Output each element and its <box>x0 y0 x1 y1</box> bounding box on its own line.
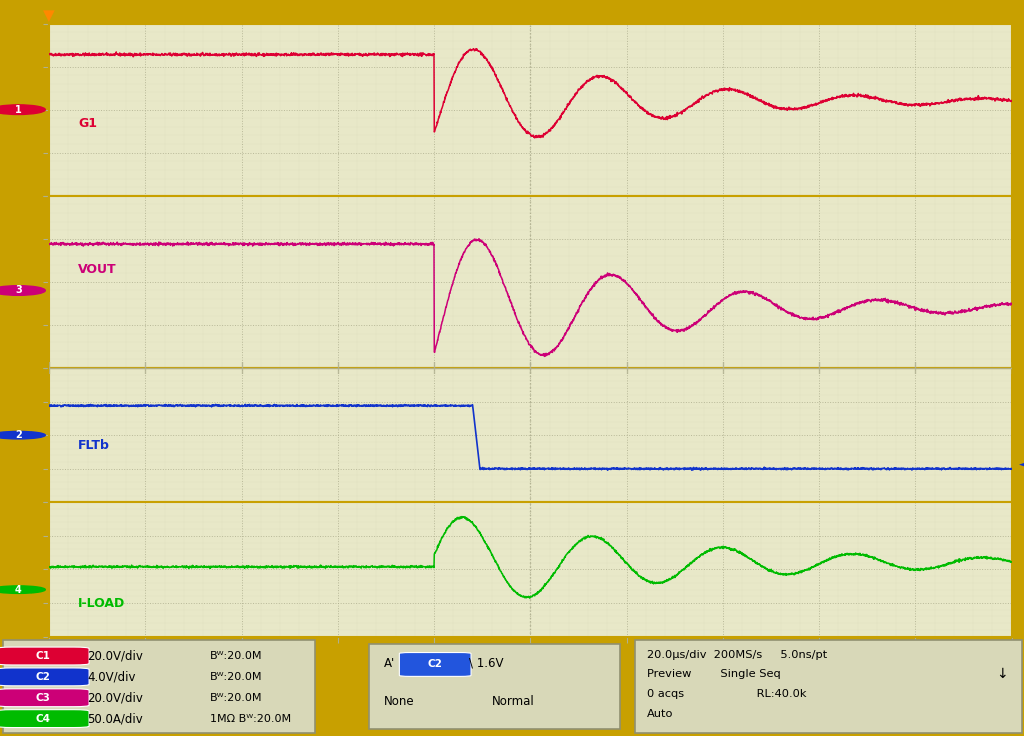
Circle shape <box>0 105 45 115</box>
Text: ↓: ↓ <box>995 668 1008 682</box>
Text: 20.0V/div: 20.0V/div <box>87 649 143 662</box>
Text: None: None <box>384 695 415 708</box>
Text: 0 acqs                    RL:40.0k: 0 acqs RL:40.0k <box>647 690 807 699</box>
FancyBboxPatch shape <box>0 710 89 728</box>
Text: ▼: ▼ <box>43 9 55 24</box>
Text: FLTb: FLTb <box>78 439 110 453</box>
Text: Bᵂ:20.0M: Bᵂ:20.0M <box>210 651 262 661</box>
Text: Bᵂ:20.0M: Bᵂ:20.0M <box>210 672 262 682</box>
Text: A': A' <box>384 657 395 670</box>
Text: \ 1.6V: \ 1.6V <box>469 657 504 670</box>
Text: C4: C4 <box>36 714 50 723</box>
Text: 20.0V/div: 20.0V/div <box>87 691 143 704</box>
Text: 50.0A/div: 50.0A/div <box>87 712 142 725</box>
Text: Normal: Normal <box>492 695 535 708</box>
Text: Bᵂ:20.0M: Bᵂ:20.0M <box>210 693 262 703</box>
Circle shape <box>0 286 45 295</box>
Circle shape <box>0 586 45 593</box>
FancyBboxPatch shape <box>0 689 89 707</box>
FancyBboxPatch shape <box>3 640 315 732</box>
Text: Preview        Single Seq: Preview Single Seq <box>647 670 781 679</box>
Text: 20.0μs/div  200MS/s     5.0ns/pt: 20.0μs/div 200MS/s 5.0ns/pt <box>647 650 827 659</box>
FancyBboxPatch shape <box>369 644 620 729</box>
Text: 2: 2 <box>15 430 22 440</box>
Text: C1: C1 <box>36 651 50 661</box>
Text: VOUT: VOUT <box>78 263 117 276</box>
Circle shape <box>0 431 45 439</box>
Text: C3: C3 <box>36 693 50 703</box>
Text: G1: G1 <box>78 117 97 130</box>
Text: Auto: Auto <box>647 710 674 719</box>
Text: 1: 1 <box>15 105 22 115</box>
Text: 4.0V/div: 4.0V/div <box>87 670 135 684</box>
FancyBboxPatch shape <box>635 640 1022 732</box>
Text: 4: 4 <box>15 584 22 595</box>
Text: ◄: ◄ <box>1020 459 1024 471</box>
Text: C2: C2 <box>36 672 50 682</box>
Text: 3: 3 <box>15 286 22 295</box>
FancyBboxPatch shape <box>0 668 89 686</box>
FancyBboxPatch shape <box>0 647 89 665</box>
Text: 1MΩ Bᵂ:20.0M: 1MΩ Bᵂ:20.0M <box>210 714 291 723</box>
Text: C2: C2 <box>428 659 442 670</box>
Text: I-LOAD: I-LOAD <box>78 597 125 609</box>
FancyBboxPatch shape <box>399 653 471 676</box>
